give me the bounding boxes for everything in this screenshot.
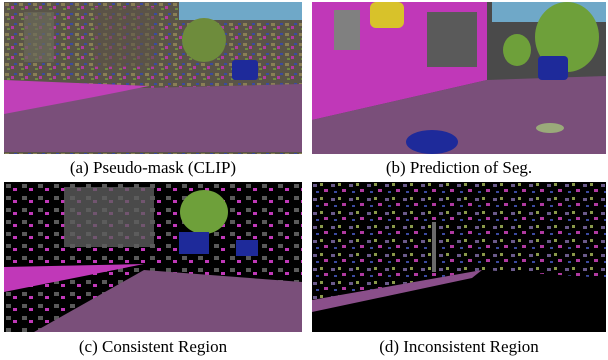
- panel-c-caption: (c) Consistent Region: [78, 337, 228, 356]
- pseudo-mask-segmentation-map: [4, 2, 302, 154]
- panel-b-caption: (b) Prediction of Seg.: [385, 158, 533, 177]
- prediction-image: [312, 2, 606, 154]
- prediction-segmentation-map: [312, 2, 606, 154]
- inconsistent-region-image: [312, 182, 606, 332]
- inconsistent-region-map: [312, 182, 606, 332]
- panel-d-caption: (d) Inconsistent Region: [379, 337, 539, 356]
- pseudo-mask-image: [4, 2, 302, 154]
- panel-a-caption: (a) Pseudo-mask (CLIP): [69, 158, 237, 177]
- consistent-region-image: [4, 182, 302, 332]
- consistent-region-map: [4, 182, 302, 332]
